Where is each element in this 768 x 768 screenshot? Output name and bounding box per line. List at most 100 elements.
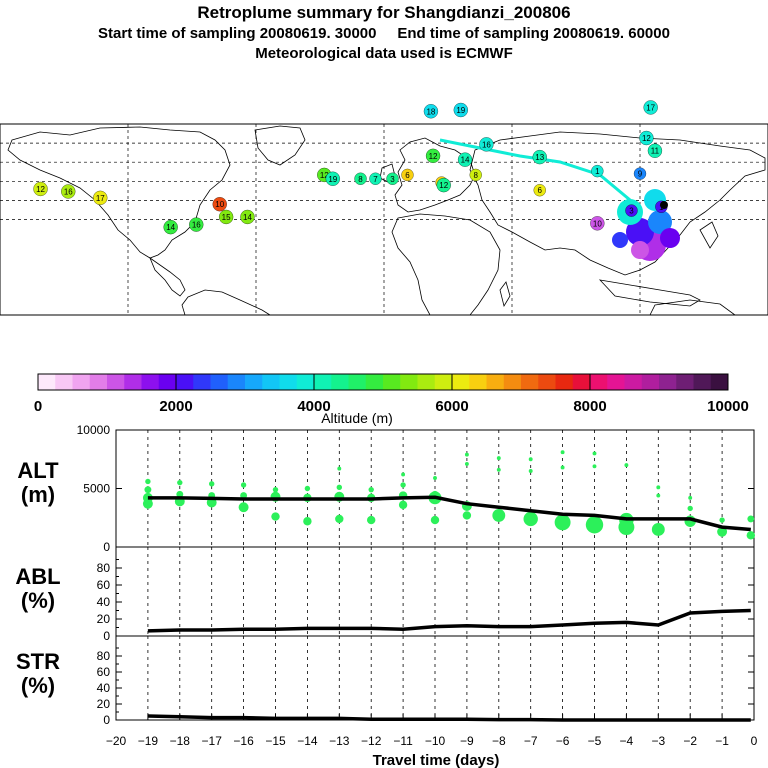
plume-day-label: 16	[482, 140, 491, 149]
alt-scatter-point	[144, 486, 152, 494]
colorbar-swatch	[55, 374, 73, 390]
alt-scatter-point	[560, 465, 565, 470]
colorbar-swatch	[417, 374, 436, 390]
str-panel: 80 60 40 20 0	[97, 635, 755, 727]
plume-day-label: 10	[593, 219, 602, 228]
plume-marker	[423, 104, 439, 119]
plume-marker	[633, 167, 647, 180]
alt-scatter-point	[271, 512, 280, 521]
plume-blob	[631, 241, 649, 259]
plume-marker	[425, 148, 441, 163]
x-tick-label: −10	[425, 734, 446, 748]
sampling-time-line: Start time of sampling 20080619. 30000 E…	[98, 25, 670, 42]
x-tick-label: 0	[751, 734, 758, 748]
alt-scatter-point	[176, 490, 184, 498]
plume-marker	[532, 149, 547, 165]
alt-scatter-point	[337, 466, 342, 471]
colorbar-swatch	[245, 374, 263, 390]
colorbar-swatch	[296, 374, 315, 390]
plume-marker	[639, 130, 654, 146]
plume-marker	[533, 184, 546, 197]
plume-day-label: 18	[426, 107, 435, 116]
colorbar-swatch	[331, 374, 349, 390]
plume-marker	[643, 100, 658, 115]
colorbar-swatch	[693, 374, 712, 390]
plume-day-label: 10	[215, 200, 224, 209]
x-tick-label: −8	[492, 734, 506, 748]
x-tick-label: −14	[297, 734, 318, 748]
x-tick-label: −5	[588, 734, 602, 748]
alt-scatter-point	[528, 469, 533, 473]
plume-day-label: 12	[429, 152, 438, 161]
alt-scatter-point	[719, 517, 725, 523]
plume-marker	[479, 137, 494, 152]
colorbar-swatch	[590, 374, 608, 390]
colorbar-swatch	[365, 374, 384, 390]
plume-marker	[647, 143, 663, 158]
plume-marker	[386, 172, 399, 185]
plume-marker	[369, 172, 382, 185]
plume-day-label: 12	[642, 134, 651, 143]
alt-scatter-point	[624, 463, 629, 468]
abl-label-2: (%)	[21, 588, 55, 613]
world-map: 1718191211161413198712612198733110121617…	[0, 100, 768, 316]
alt-scatter-point	[656, 493, 661, 498]
colorbar-swatch	[72, 374, 91, 390]
alt-scatter-point	[618, 519, 635, 536]
alt-scatter-point	[462, 511, 472, 520]
plume-marker	[401, 168, 414, 182]
alt-scatter-point	[747, 515, 755, 523]
plume-day-label: 6	[405, 171, 410, 180]
met-data-line: Meteorological data used is ECMWF	[255, 45, 513, 62]
plume-track	[439, 138, 680, 261]
plume-blob	[626, 218, 654, 246]
plume-marker	[212, 197, 227, 212]
colorbar-tick-label: 4000	[297, 398, 330, 415]
plume-day-label: 3	[390, 175, 395, 184]
colorbar-swatch	[641, 374, 660, 390]
colorbar-swatch	[158, 374, 177, 390]
plume-day-label: 9	[638, 170, 643, 179]
colorbar-swatch	[210, 374, 229, 390]
y-tick-label: 20	[97, 697, 111, 711]
abl-panel: 80 60 40 20 0	[97, 546, 755, 643]
x-tick-label: −18	[170, 734, 191, 748]
x-tick-label: −9	[460, 734, 474, 748]
colorbar-label: Altitude (m)	[321, 410, 393, 426]
plume-day-label: 14	[243, 213, 252, 222]
colorbar-swatch	[38, 374, 56, 390]
y-tick-label: 0	[103, 713, 110, 727]
alt-scatter-point	[464, 461, 469, 466]
chart-title: Retroplume summary for Shangdianzi_20080…	[197, 3, 571, 22]
plume-marker	[93, 190, 108, 206]
receptor-marker	[660, 201, 668, 209]
alt-scatter-point	[496, 467, 501, 472]
coastlines	[7, 125, 766, 316]
plume-day-label: 16	[64, 187, 73, 196]
alt-label-1: ALT	[17, 458, 59, 483]
series-line	[147, 495, 751, 532]
alt-scatter-point	[238, 502, 249, 513]
plume-marker	[590, 216, 605, 231]
plume-marker	[625, 204, 638, 217]
y-tick-label: 0	[103, 629, 110, 643]
alt-scatter-point	[177, 479, 183, 486]
colorbar-swatch	[659, 374, 677, 390]
colorbar-tick-label: 0	[34, 398, 42, 415]
plume-marker	[469, 168, 482, 182]
alt-scatter-point	[554, 514, 571, 531]
alt-scatter-point	[142, 498, 153, 509]
plume-marker	[354, 172, 367, 185]
x-axis: −20 −19 −18 −17 −16 −15 −14 −13 −12 −11 −10 −9 −8 −7−…	[106, 714, 758, 748]
plume-day-label: 15	[222, 213, 231, 222]
plume-day-label: 11	[651, 147, 660, 156]
alt-panel: 10000 5000 0	[77, 423, 756, 554]
colorbar-swatch	[710, 374, 729, 390]
altitude-colorbar: 0 2000 4000 6000 8000 10000	[34, 373, 749, 415]
plume-marker	[325, 171, 340, 186]
alt-scatter-point	[492, 508, 506, 522]
alt-scatter-point	[433, 476, 437, 480]
plume-day-label: 1	[595, 167, 600, 176]
alt-scatter-point	[651, 523, 665, 536]
